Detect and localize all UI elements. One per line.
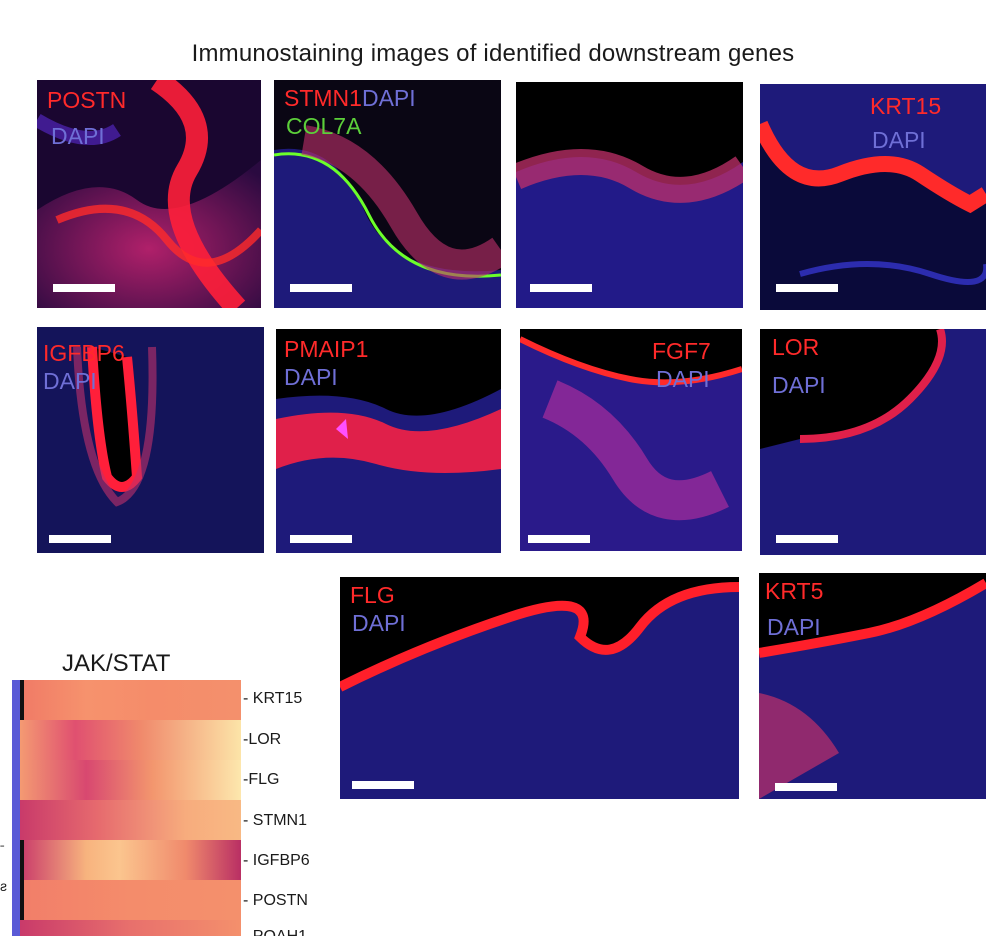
panel-label: FGF7 bbox=[652, 338, 711, 364]
heatmap-row bbox=[20, 840, 241, 880]
panel-krt5: KRT5 DAPI bbox=[759, 573, 986, 799]
heatmap-row bbox=[20, 680, 241, 720]
scale-bar bbox=[530, 284, 592, 292]
panel-label: COL7A bbox=[286, 113, 362, 139]
heatmap-row-label: - POSTN bbox=[243, 892, 308, 909]
panel-unlabeled bbox=[516, 82, 743, 308]
heatmap-row-label: - IGFBP6 bbox=[243, 852, 310, 869]
panel-label-group: STMN1DAPI bbox=[284, 84, 416, 112]
panel-label: KRT15 bbox=[870, 93, 942, 119]
micrograph-stmn1 bbox=[274, 80, 501, 308]
micrograph-fgf7 bbox=[520, 329, 742, 551]
heatmap-row bbox=[20, 880, 241, 920]
panel-label: DAPI bbox=[43, 368, 97, 394]
panel-flg: FLG DAPI bbox=[340, 577, 739, 799]
scale-bar bbox=[528, 535, 590, 543]
panel-label: POSTN bbox=[47, 87, 127, 113]
panel-label: DAPI bbox=[872, 127, 926, 153]
row-marker bbox=[20, 680, 24, 720]
edge-mark: ˉ bbox=[0, 842, 5, 858]
heatmap-row-label-cut: - POAH1 bbox=[243, 928, 307, 936]
panel-igfbp6: IGFBP6 DAPI bbox=[37, 327, 264, 553]
panel-label: DAPI bbox=[361, 85, 416, 111]
panel-postn: POSTN DAPI bbox=[37, 80, 261, 308]
panel-label: DAPI bbox=[51, 123, 105, 149]
scale-bar bbox=[352, 781, 414, 789]
heatmap-row-label: -LOR bbox=[243, 731, 282, 748]
micrograph-krt15 bbox=[760, 84, 986, 310]
row-marker bbox=[20, 880, 24, 920]
micrograph-postn bbox=[37, 80, 261, 308]
panel-label: DAPI bbox=[772, 372, 826, 398]
heatmap-row bbox=[20, 720, 241, 760]
heatmap-row-label: - KRT15 bbox=[243, 690, 303, 707]
heatmap-title: JAK/STAT bbox=[62, 650, 171, 677]
panel-label: LOR bbox=[772, 334, 820, 360]
micrograph-pmaip1 bbox=[276, 329, 501, 553]
panel-label: STMN1 bbox=[284, 85, 362, 111]
heatmap bbox=[20, 680, 241, 936]
scale-bar bbox=[776, 284, 838, 292]
heatmap-group-bar bbox=[12, 680, 20, 936]
panel-label: DAPI bbox=[352, 610, 406, 636]
micrograph-flg bbox=[340, 577, 739, 799]
panel-label: KRT5 bbox=[765, 578, 824, 604]
panel-label: DAPI bbox=[656, 366, 710, 392]
panel-pmaip1: PMAIP1 DAPI bbox=[276, 329, 501, 553]
scale-bar bbox=[49, 535, 111, 543]
micrograph-unlabeled bbox=[516, 82, 743, 308]
edge-mark: ƨ bbox=[0, 878, 7, 894]
panel-label: IGFBP6 bbox=[43, 340, 125, 366]
panel-fgf7: FGF7 DAPI bbox=[520, 329, 742, 551]
panel-label: PMAIP1 bbox=[284, 336, 369, 362]
micrograph-krt5 bbox=[759, 573, 986, 799]
panel-label: FLG bbox=[350, 582, 395, 608]
panel-krt15: KRT15 DAPI bbox=[760, 84, 986, 310]
figure-title: Immunostaining images of identified down… bbox=[191, 40, 795, 67]
panel-label: DAPI bbox=[284, 364, 338, 390]
scale-bar bbox=[53, 284, 115, 292]
micrograph-igfbp6 bbox=[37, 327, 264, 553]
heatmap-row bbox=[20, 920, 241, 936]
scale-bar bbox=[290, 284, 352, 292]
scale-bar bbox=[775, 783, 837, 791]
heatmap-row bbox=[20, 800, 241, 840]
panel-stmn1: STMN1DAPI COL7A bbox=[274, 80, 501, 308]
panel-lor: LOR DAPI bbox=[760, 329, 986, 555]
heatmap-row bbox=[20, 760, 241, 800]
scale-bar bbox=[776, 535, 838, 543]
row-marker bbox=[20, 840, 24, 880]
micrograph-lor bbox=[760, 329, 986, 555]
heatmap-row-label: - STMN1 bbox=[243, 812, 308, 829]
panel-label: DAPI bbox=[767, 614, 821, 640]
heatmap-row-label: -FLG bbox=[243, 771, 280, 788]
scale-bar bbox=[290, 535, 352, 543]
